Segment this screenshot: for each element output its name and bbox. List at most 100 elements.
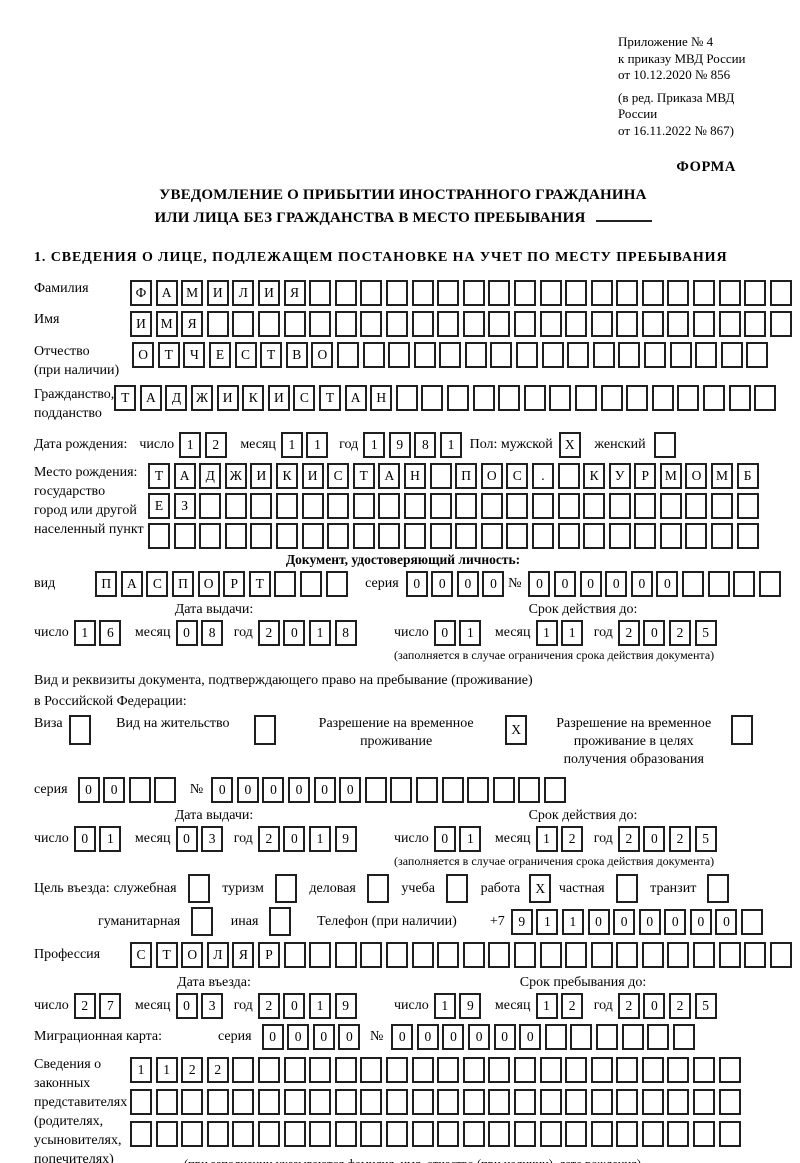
char-cell[interactable]: 8 [201, 620, 224, 646]
char-cell[interactable]: 0 [468, 1024, 491, 1050]
checkbox-residence-permit[interactable] [253, 715, 276, 745]
char-cell[interactable] [309, 1057, 332, 1083]
char-cell[interactable]: 1 [309, 620, 331, 646]
char-cell[interactable] [565, 1057, 588, 1083]
char-cell[interactable] [480, 493, 503, 519]
checkbox-study[interactable] [446, 874, 468, 903]
char-cell[interactable]: 1 [130, 1057, 152, 1083]
char-cell[interactable]: 0 [643, 826, 666, 852]
char-cell[interactable]: 2 [206, 1057, 229, 1083]
char-cell[interactable] [199, 493, 222, 519]
char-cell[interactable] [711, 493, 734, 519]
char-cell[interactable]: 0 [416, 1024, 439, 1050]
char-cell[interactable] [447, 385, 469, 411]
char-cell[interactable] [669, 342, 692, 368]
char-cell[interactable] [539, 280, 562, 306]
char-cell[interactable]: Ж [224, 463, 247, 489]
char-cell[interactable]: Т [114, 385, 137, 411]
char-cell[interactable]: 0 [605, 571, 628, 597]
checkbox-work[interactable]: X [529, 874, 552, 903]
char-cell[interactable]: 8 [334, 620, 357, 646]
char-cell[interactable] [695, 342, 718, 368]
char-cell[interactable] [154, 777, 177, 803]
char-cell[interactable] [385, 1121, 408, 1147]
char-cell[interactable] [206, 311, 229, 337]
char-cell[interactable]: 9 [334, 993, 357, 1019]
char-cell[interactable] [385, 1089, 408, 1115]
char-cell[interactable] [618, 342, 641, 368]
char-cell[interactable] [557, 463, 580, 489]
char-cell[interactable] [199, 523, 222, 549]
char-cell[interactable]: 1 [306, 432, 329, 458]
char-cell[interactable] [565, 280, 588, 306]
char-cell[interactable] [283, 1121, 306, 1147]
char-cell[interactable] [403, 493, 426, 519]
char-cell[interactable]: 0 [73, 826, 96, 852]
char-cell[interactable] [437, 1089, 460, 1115]
char-cell[interactable]: 9 [334, 826, 357, 852]
char-cell[interactable]: С [130, 942, 152, 968]
char-cell[interactable]: 1 [179, 432, 202, 458]
char-cell[interactable] [590, 1089, 613, 1115]
char-cell[interactable]: Е [208, 342, 231, 368]
char-cell[interactable] [334, 1089, 357, 1115]
char-cell[interactable] [596, 1024, 619, 1050]
char-cell[interactable]: 2 [257, 826, 280, 852]
char-cell[interactable] [360, 942, 383, 968]
char-cell[interactable] [541, 342, 564, 368]
char-cell[interactable]: 1 [363, 432, 386, 458]
char-cell[interactable] [539, 311, 562, 337]
char-cell[interactable]: Т [157, 342, 180, 368]
char-cell[interactable] [309, 280, 332, 306]
char-cell[interactable] [641, 942, 664, 968]
char-cell[interactable] [488, 311, 511, 337]
char-cell[interactable] [667, 1089, 690, 1115]
char-cell[interactable]: 2 [617, 620, 640, 646]
char-cell[interactable]: 2 [561, 993, 584, 1019]
char-cell[interactable] [232, 1089, 255, 1115]
char-cell[interactable]: 2 [257, 620, 280, 646]
char-cell[interactable] [334, 1121, 357, 1147]
char-cell[interactable] [299, 571, 322, 597]
char-cell[interactable] [421, 385, 444, 411]
char-cell[interactable]: 0 [313, 777, 336, 803]
char-cell[interactable] [565, 311, 588, 337]
char-cell[interactable] [539, 942, 562, 968]
char-cell[interactable] [693, 311, 716, 337]
char-cell[interactable]: 1 [280, 432, 303, 458]
char-cell[interactable] [413, 342, 436, 368]
char-cell[interactable] [718, 1121, 741, 1147]
char-cell[interactable] [736, 523, 759, 549]
char-cell[interactable] [257, 1089, 280, 1115]
char-cell[interactable] [531, 523, 554, 549]
char-cell[interactable] [439, 342, 462, 368]
char-cell[interactable] [693, 1057, 716, 1083]
char-cell[interactable] [667, 1057, 690, 1083]
char-cell[interactable] [360, 1057, 383, 1083]
char-cell[interactable] [513, 942, 536, 968]
char-cell[interactable]: С [293, 385, 316, 411]
char-cell[interactable]: 1 [459, 620, 482, 646]
char-cell[interactable] [411, 280, 434, 306]
char-cell[interactable] [682, 571, 704, 597]
char-cell[interactable]: Б [736, 463, 759, 489]
char-cell[interactable] [539, 1057, 562, 1083]
char-cell[interactable]: 0 [689, 908, 712, 935]
char-cell[interactable] [334, 311, 357, 337]
char-cell[interactable] [711, 523, 734, 549]
char-cell[interactable]: П [95, 571, 118, 597]
char-cell[interactable] [327, 493, 350, 519]
char-cell[interactable] [275, 523, 298, 549]
char-cell[interactable] [718, 311, 741, 337]
char-cell[interactable] [702, 385, 725, 411]
char-cell[interactable] [232, 1121, 255, 1147]
char-cell[interactable] [429, 523, 452, 549]
char-cell[interactable]: 9 [459, 993, 482, 1019]
char-cell[interactable]: А [378, 463, 401, 489]
char-cell[interactable]: А [120, 571, 143, 597]
char-cell[interactable] [567, 342, 590, 368]
char-cell[interactable] [403, 523, 426, 549]
char-cell[interactable]: 1 [433, 993, 456, 1019]
char-cell[interactable]: 0 [433, 620, 456, 646]
char-cell[interactable] [283, 311, 306, 337]
